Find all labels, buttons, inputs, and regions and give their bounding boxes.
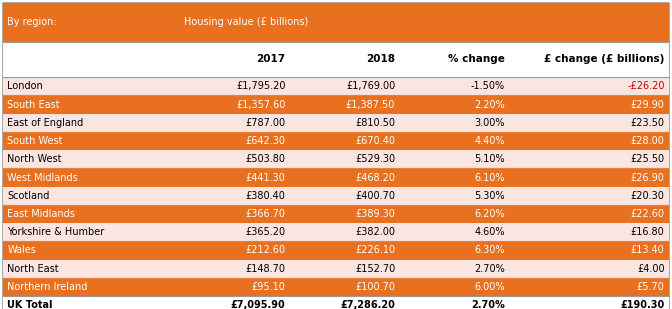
Text: 5.30%: 5.30% — [474, 191, 505, 201]
Bar — [3, 77, 669, 95]
Text: Northern Ireland: Northern Ireland — [7, 282, 88, 292]
Text: £16.80: £16.80 — [631, 227, 665, 237]
Text: Housing value (£ billions): Housing value (£ billions) — [183, 17, 308, 28]
Text: -1.50%: -1.50% — [471, 81, 505, 91]
Text: £100.70: £100.70 — [355, 282, 395, 292]
Text: £441.30: £441.30 — [245, 172, 286, 183]
Text: £642.30: £642.30 — [245, 136, 286, 146]
Text: 3.00%: 3.00% — [474, 118, 505, 128]
Text: 2.70%: 2.70% — [474, 264, 505, 274]
Text: £226.10: £226.10 — [355, 245, 395, 256]
Text: 4.60%: 4.60% — [474, 227, 505, 237]
Text: £389.30: £389.30 — [355, 209, 395, 219]
Text: £152.70: £152.70 — [355, 264, 395, 274]
Text: South East: South East — [7, 99, 60, 110]
Text: Yorkshire & Humber: Yorkshire & Humber — [7, 227, 105, 237]
Text: £148.70: £148.70 — [245, 264, 286, 274]
Text: London: London — [7, 81, 43, 91]
Text: North East: North East — [7, 264, 59, 274]
Bar — [3, 150, 669, 168]
Text: £1,795.20: £1,795.20 — [236, 81, 286, 91]
Text: UK Total: UK Total — [7, 300, 53, 309]
Text: £1,387.50: £1,387.50 — [346, 99, 395, 110]
Text: £95.10: £95.10 — [251, 282, 286, 292]
Text: £503.80: £503.80 — [245, 154, 286, 164]
Bar — [179, 3, 669, 42]
Bar — [3, 95, 669, 114]
Text: 5.10%: 5.10% — [474, 154, 505, 164]
Text: 2.20%: 2.20% — [474, 99, 505, 110]
Text: £13.40: £13.40 — [631, 245, 665, 256]
Text: £5.70: £5.70 — [637, 282, 665, 292]
Text: 2017: 2017 — [256, 54, 286, 65]
Text: £1,357.60: £1,357.60 — [236, 99, 286, 110]
Text: £787.00: £787.00 — [245, 118, 286, 128]
Text: £670.40: £670.40 — [355, 136, 395, 146]
Text: £22.60: £22.60 — [630, 209, 665, 219]
Bar — [3, 260, 669, 278]
Text: £529.30: £529.30 — [355, 154, 395, 164]
Text: £20.30: £20.30 — [631, 191, 665, 201]
Bar — [3, 42, 179, 77]
Text: £400.70: £400.70 — [355, 191, 395, 201]
Bar — [3, 223, 669, 241]
Bar — [179, 42, 290, 77]
Text: £26.90: £26.90 — [631, 172, 665, 183]
Text: 2018: 2018 — [366, 54, 395, 65]
Bar — [290, 42, 399, 77]
Bar — [509, 42, 669, 77]
Text: £810.50: £810.50 — [355, 118, 395, 128]
Bar — [3, 278, 669, 296]
Bar — [3, 42, 669, 77]
Bar — [3, 205, 669, 223]
Bar — [3, 114, 669, 132]
Text: Scotland: Scotland — [7, 191, 50, 201]
Text: 6.00%: 6.00% — [474, 282, 505, 292]
Text: £23.50: £23.50 — [630, 118, 665, 128]
Text: £ change (£ billions): £ change (£ billions) — [544, 54, 665, 65]
Text: £25.50: £25.50 — [630, 154, 665, 164]
Text: East Midlands: East Midlands — [7, 209, 75, 219]
Text: By region:: By region: — [7, 17, 57, 28]
Text: North West: North West — [7, 154, 62, 164]
Text: 6.30%: 6.30% — [474, 245, 505, 256]
Text: % change: % change — [448, 54, 505, 65]
Bar — [3, 168, 669, 187]
Text: 2.70%: 2.70% — [471, 300, 505, 309]
Bar — [3, 3, 669, 42]
Bar — [3, 132, 669, 150]
Text: -£26.20: -£26.20 — [627, 81, 665, 91]
Bar — [3, 296, 669, 309]
Text: 4.40%: 4.40% — [474, 136, 505, 146]
Text: £1,769.00: £1,769.00 — [346, 81, 395, 91]
Text: £382.00: £382.00 — [355, 227, 395, 237]
Text: £29.90: £29.90 — [631, 99, 665, 110]
Text: £468.20: £468.20 — [355, 172, 395, 183]
Text: £4.00: £4.00 — [637, 264, 665, 274]
Text: East of England: East of England — [7, 118, 83, 128]
Text: £212.60: £212.60 — [245, 245, 286, 256]
Bar — [3, 241, 669, 260]
Text: West Midlands: West Midlands — [7, 172, 78, 183]
Text: £380.40: £380.40 — [245, 191, 286, 201]
Text: South West: South West — [7, 136, 63, 146]
Text: £366.70: £366.70 — [245, 209, 286, 219]
Text: £365.20: £365.20 — [245, 227, 286, 237]
Text: £28.00: £28.00 — [631, 136, 665, 146]
Bar — [3, 3, 179, 42]
Text: 6.10%: 6.10% — [474, 172, 505, 183]
Text: £190.30: £190.30 — [620, 300, 665, 309]
Bar — [3, 187, 669, 205]
Bar — [399, 42, 509, 77]
Text: Wales: Wales — [7, 245, 36, 256]
Text: £7,095.90: £7,095.90 — [230, 300, 286, 309]
Text: 6.20%: 6.20% — [474, 209, 505, 219]
Text: £7,286.20: £7,286.20 — [340, 300, 395, 309]
